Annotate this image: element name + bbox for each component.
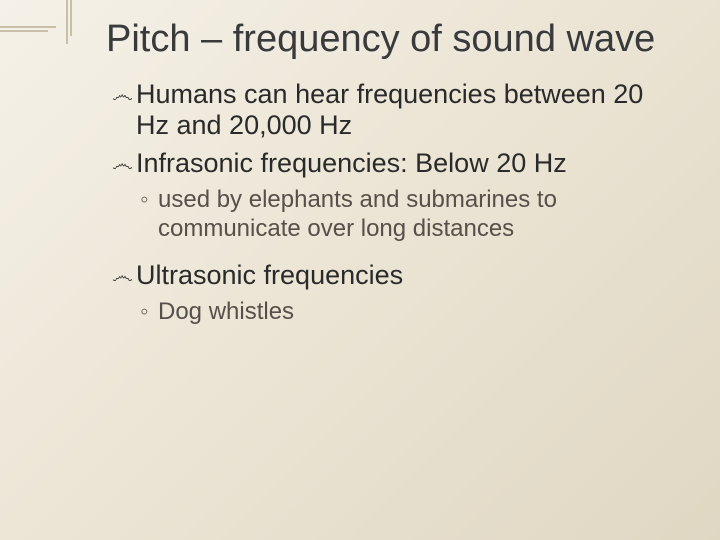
bullet-text: Humans can hear frequencies between 20 H… bbox=[136, 79, 643, 141]
deco-line-h1 bbox=[0, 26, 56, 28]
slide-body: ෴Humans can hear frequencies between 20 … bbox=[106, 79, 670, 327]
slide: Pitch – frequency of sound wave ෴Humans … bbox=[0, 0, 720, 540]
deco-line-v1 bbox=[66, 0, 68, 44]
bullet-text: Infrasonic frequencies: Below 20 Hz bbox=[136, 148, 567, 178]
sub-bullet-icon: ◦ bbox=[140, 186, 158, 215]
bullet-text: Dog whistles bbox=[158, 298, 294, 325]
deco-line-h2 bbox=[0, 30, 48, 32]
bullet-infrasonic-sub: ◦used by elephants and submarines to com… bbox=[140, 186, 670, 244]
bullet-icon: ෴ bbox=[112, 151, 136, 177]
bullet-ultrasonic: ෴Ultrasonic frequencies bbox=[112, 260, 670, 292]
bullet-text: used by elephants and submarines to comm… bbox=[158, 186, 557, 242]
slide-title: Pitch – frequency of sound wave bbox=[106, 18, 670, 61]
bullet-humans-hear: ෴Humans can hear frequencies between 20 … bbox=[112, 79, 670, 143]
sub-bullet-icon: ◦ bbox=[140, 298, 158, 327]
bullet-icon: ෴ bbox=[112, 263, 136, 289]
bullet-infrasonic: ෴Infrasonic frequencies: Below 20 Hz bbox=[112, 148, 670, 180]
bullet-ultrasonic-sub: ◦Dog whistles bbox=[140, 298, 670, 327]
bullet-icon: ෴ bbox=[112, 82, 136, 108]
bullet-text: Ultrasonic frequencies bbox=[136, 260, 403, 290]
deco-line-v2 bbox=[70, 0, 72, 36]
